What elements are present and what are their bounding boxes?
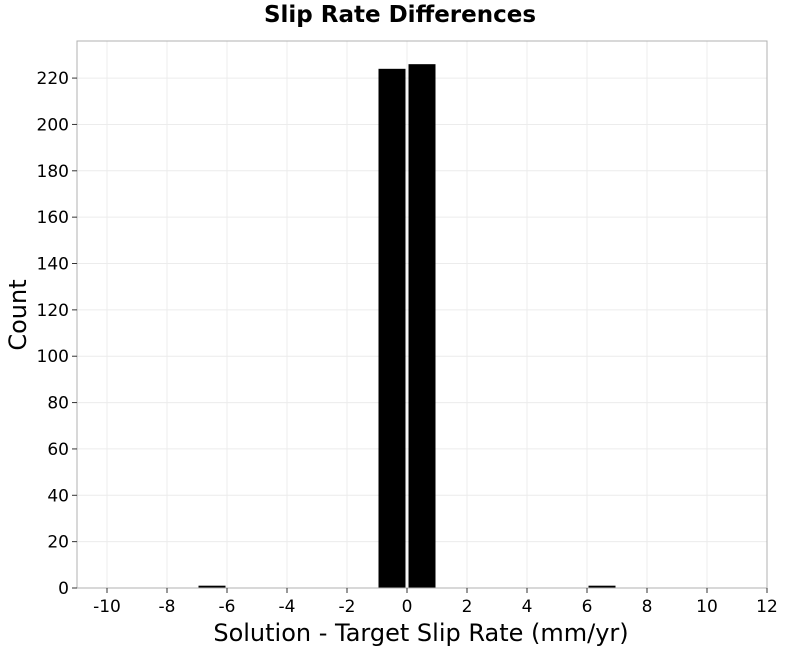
y-tick-label: 100 bbox=[37, 347, 69, 367]
x-tick-label: 0 bbox=[402, 597, 413, 617]
y-tick-label: 160 bbox=[37, 208, 69, 228]
x-tick-label: -10 bbox=[93, 597, 121, 617]
x-tick-label: -2 bbox=[339, 597, 356, 617]
x-tick-label: 6 bbox=[582, 597, 593, 617]
y-tick-label: 40 bbox=[47, 486, 69, 506]
histogram-bar bbox=[198, 585, 226, 588]
y-tick-label: 80 bbox=[47, 394, 69, 414]
histogram-bar bbox=[378, 68, 406, 589]
plot-area-frame bbox=[76, 40, 768, 589]
y-tick-label: 180 bbox=[37, 162, 69, 182]
y-tick-label: 20 bbox=[47, 533, 69, 553]
y-tick-label: 200 bbox=[37, 115, 69, 135]
y-axis: 0 20 40 60 80 100 120 140 160 180 200 220 bbox=[37, 69, 77, 599]
x-tick-label: 4 bbox=[522, 597, 533, 617]
x-tick-label: -6 bbox=[219, 597, 236, 617]
y-tick-label: 220 bbox=[37, 69, 69, 89]
x-tick-label: -4 bbox=[279, 597, 296, 617]
x-tick-label: 12 bbox=[756, 597, 778, 617]
y-tick-label: 60 bbox=[47, 440, 69, 460]
y-tick-label: 120 bbox=[37, 301, 69, 321]
y-axis-label: Count bbox=[4, 279, 32, 350]
y-tick-label: 0 bbox=[58, 579, 69, 599]
x-tick-label: -8 bbox=[159, 597, 176, 617]
histogram-bar bbox=[588, 585, 616, 588]
x-axis: -10 -8 -6 -4 -2 0 2 4 6 8 10 12 bbox=[93, 588, 778, 617]
bars bbox=[198, 64, 616, 589]
y-tick-label: 140 bbox=[37, 255, 69, 275]
x-tick-label: 2 bbox=[462, 597, 473, 617]
chart-title: Slip Rate Differences bbox=[264, 2, 536, 28]
x-tick-label: 10 bbox=[696, 597, 718, 617]
x-axis-label: Solution - Target Slip Rate (mm/yr) bbox=[213, 619, 628, 647]
x-tick-label: 8 bbox=[642, 597, 653, 617]
histogram-bar bbox=[408, 64, 436, 588]
